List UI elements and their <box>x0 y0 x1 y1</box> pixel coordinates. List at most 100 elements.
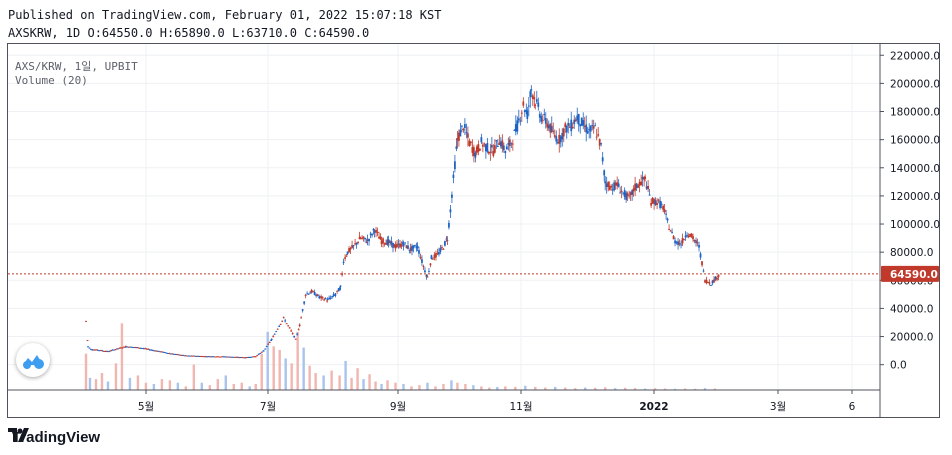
candle-body <box>259 352 262 354</box>
candle-body <box>677 241 679 245</box>
candle-body <box>445 238 448 240</box>
candle-body <box>128 346 130 348</box>
candle-body <box>236 356 239 358</box>
candle-body <box>371 233 373 236</box>
volume-bar <box>472 385 475 390</box>
volume-bar <box>574 388 577 390</box>
candle-body <box>91 349 94 351</box>
candle-body <box>659 200 661 208</box>
candle-body <box>713 279 715 283</box>
candle-body <box>296 333 299 335</box>
candle-body <box>96 349 98 351</box>
candle-body <box>480 137 483 143</box>
candle-body <box>354 243 356 245</box>
candle-body <box>701 261 703 266</box>
candle-body <box>369 233 372 235</box>
candle-body <box>504 151 507 154</box>
volume-bar <box>450 380 453 390</box>
candle-body <box>653 199 656 204</box>
candle-body <box>469 141 472 144</box>
candle-body <box>284 320 287 322</box>
last-price-tag-label: 64590.0 <box>890 269 938 281</box>
chart-frame[interactable] <box>7 43 940 418</box>
volume-bar <box>673 388 677 390</box>
candle-body <box>455 146 458 149</box>
candle-body <box>405 245 408 249</box>
candle-body <box>193 355 196 357</box>
candle-body <box>681 238 684 244</box>
volume-bar <box>266 331 269 390</box>
candle-body <box>189 355 192 357</box>
candle-body <box>408 249 411 251</box>
volume-bar <box>224 375 227 390</box>
candle-body <box>278 325 281 327</box>
price-axis: 220000.0 200000.0 180000.0 160000.0 140000.0… <box>880 50 940 372</box>
candle-body <box>501 140 504 149</box>
candle-body <box>674 240 676 244</box>
x-tick-label: 6 <box>849 401 856 413</box>
candle-body <box>483 143 486 145</box>
candle-body <box>304 295 307 297</box>
volume-bar <box>330 370 333 390</box>
candle-body <box>159 351 162 353</box>
candle-body <box>375 229 377 233</box>
volume-bar <box>514 386 517 390</box>
candle-body <box>464 124 466 129</box>
volume-bar <box>254 383 257 390</box>
x-tick-label: 3월 <box>770 401 786 413</box>
candle-body <box>256 355 259 357</box>
candle-body <box>359 237 362 239</box>
candle-body <box>716 277 718 280</box>
candle-body <box>357 242 359 244</box>
candle-body <box>98 350 101 352</box>
candle-body <box>705 279 708 284</box>
candle-body <box>449 209 452 213</box>
candle-body <box>543 113 546 115</box>
volume-bar <box>402 383 405 390</box>
candle-body <box>252 356 255 358</box>
candle-body <box>165 352 168 354</box>
last-price-tag-bg <box>881 265 939 282</box>
candle-body <box>323 299 326 301</box>
volume-bar <box>534 386 537 390</box>
candle-body <box>614 182 617 186</box>
candle-body <box>702 270 705 272</box>
candle-body <box>341 273 343 275</box>
candle-body <box>651 197 654 204</box>
footer-brand: TradingView <box>12 428 101 446</box>
ohlc-line: AXSKRW, 1D O:64550.0 H:65890.0 L:63710.0… <box>8 26 370 40</box>
volume-bar <box>374 381 377 390</box>
volume-bar <box>633 388 637 390</box>
candle-body <box>519 120 522 122</box>
candle-body <box>113 349 115 351</box>
tradingview-badge[interactable] <box>16 343 50 377</box>
candle-body <box>595 136 598 138</box>
candle-body <box>693 239 696 241</box>
candle-body <box>530 89 533 91</box>
candle-body <box>175 354 178 356</box>
candle-body <box>242 357 245 359</box>
candle-body <box>465 132 468 134</box>
candle-body <box>318 296 321 298</box>
candle-body <box>510 143 513 145</box>
candle-body <box>589 126 592 132</box>
candle-body <box>493 145 496 153</box>
candle-body <box>429 263 432 266</box>
footer-logo[interactable]: TradingView <box>8 428 100 446</box>
candle-body <box>90 349 92 351</box>
candle-body <box>253 356 256 358</box>
volume-bar <box>464 383 467 390</box>
volume-bar <box>623 387 627 390</box>
candle-body <box>393 244 396 248</box>
y-tick-label: 20000.0 <box>890 332 933 344</box>
y-tick-label: 160000.0 <box>890 135 940 147</box>
candle-body <box>644 176 647 179</box>
candle-body <box>696 242 699 244</box>
candle-body <box>186 355 189 357</box>
candle-body <box>507 143 510 145</box>
candle-body <box>249 357 252 359</box>
candle-body <box>641 176 644 180</box>
candle-body <box>466 133 469 138</box>
candle-body <box>486 143 489 152</box>
